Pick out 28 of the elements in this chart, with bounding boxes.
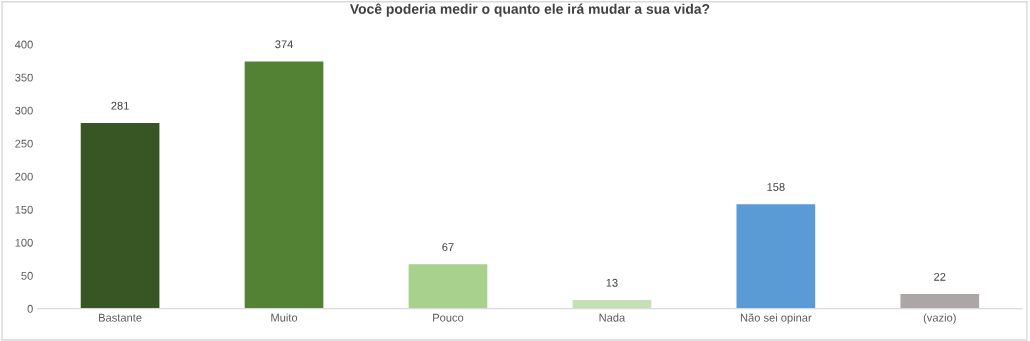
y-tick-label: 350 bbox=[15, 73, 33, 82]
x-tick-label: Nada bbox=[599, 313, 626, 322]
y-tick-label: 100 bbox=[15, 238, 33, 247]
x-tick-label: Muito bbox=[271, 313, 298, 322]
chart-title: Você poderia medir o quanto ele irá mudar a sua vida? bbox=[349, 3, 710, 17]
y-tick-label: 400 bbox=[14, 40, 33, 49]
y-tick-label: 50 bbox=[21, 271, 33, 280]
data-label: 374 bbox=[275, 40, 293, 49]
x-tick-label: Pouco bbox=[433, 313, 464, 322]
bar bbox=[736, 204, 816, 309]
data-label: 22 bbox=[934, 272, 946, 281]
y-tick-label: 200 bbox=[15, 172, 33, 181]
data-label: 281 bbox=[111, 101, 129, 110]
y-tick-label: 0 bbox=[27, 304, 33, 313]
x-tick-label: Não sei opinar bbox=[740, 313, 812, 324]
y-tick-label: 250 bbox=[15, 139, 33, 148]
y-tick-label: 150 bbox=[15, 205, 33, 214]
bar bbox=[244, 61, 324, 309]
x-tick-label: Bastante bbox=[99, 313, 142, 322]
bar bbox=[900, 294, 980, 309]
bar bbox=[80, 122, 160, 309]
data-label: 13 bbox=[606, 278, 618, 287]
x-tick-label: (vazio) bbox=[923, 313, 956, 324]
bar bbox=[408, 264, 488, 309]
data-label: 158 bbox=[767, 183, 785, 191]
bar bbox=[572, 300, 652, 309]
data-label: 67 bbox=[442, 243, 454, 252]
y-tick-label: 300 bbox=[15, 106, 33, 115]
